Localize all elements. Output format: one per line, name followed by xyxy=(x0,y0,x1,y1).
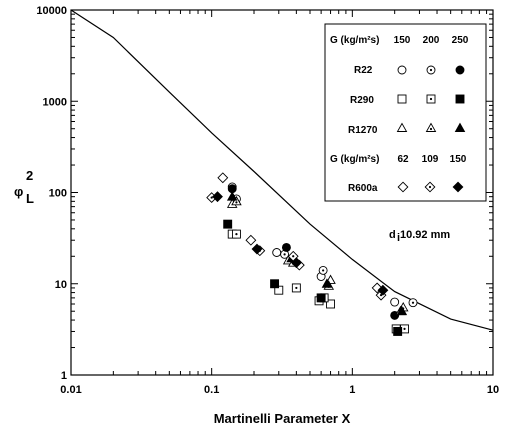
legend: G (kg/m²s) 150 200 250 R22 R290 R1270 G … xyxy=(324,23,487,202)
legend-row-r1270: R1270 xyxy=(348,125,378,136)
legend-header2-label: G (kg/m²s) xyxy=(330,154,379,165)
legend-marker-r600a-diamond xyxy=(397,181,409,193)
legend-box xyxy=(324,23,487,202)
legend-header2-value-1: 62 xyxy=(397,154,409,165)
legend-header1-value-1: 150 xyxy=(394,35,411,46)
data-point-r1270-triangle-dot xyxy=(231,195,242,206)
legend-row-r22: R22 xyxy=(354,65,373,76)
legend-marker-r600a-diamond-filled xyxy=(452,181,464,193)
annotation-d: d xyxy=(389,229,396,241)
legend-marker-r22-circle xyxy=(397,65,407,75)
x-tick-label: 0.1 xyxy=(204,384,219,396)
legend-marker-r1270-triangle xyxy=(396,122,408,132)
legend-header1-value-2: 200 xyxy=(423,35,440,46)
data-point-r1270-triangle-filled xyxy=(396,305,408,316)
y-axis-label: φ 2 L xyxy=(14,168,34,206)
legend-marker-r1270-triangle-dot xyxy=(425,122,437,132)
data-point-r290-square-dot xyxy=(231,229,241,239)
annotation-rest: 10.92 mm xyxy=(400,229,450,241)
data-point-r22-circle-filled xyxy=(281,242,291,252)
y-tick-label: 100 xyxy=(49,188,67,200)
data-point-r290-square-filled xyxy=(270,279,280,289)
data-point-r22-circle-dot xyxy=(318,265,328,275)
points-layer xyxy=(206,172,418,336)
data-point-r600a-diamond-filled xyxy=(251,243,263,255)
curve-layer xyxy=(70,9,494,331)
x-tick-label: 1 xyxy=(349,384,355,396)
legend-header1-value-3: 250 xyxy=(452,35,469,46)
legend-marker-r600a-diamond-dot xyxy=(424,181,436,193)
y-axis-label-sup: 2 xyxy=(26,168,33,183)
data-point-r22-circle xyxy=(272,248,282,257)
data-point-r290-square-filled xyxy=(393,327,403,336)
diameter-annotation: d i 10.92 mm xyxy=(389,229,450,244)
legend-marker-r290-square-dot xyxy=(426,94,436,104)
annotation-sub: i xyxy=(397,232,400,244)
ticks-layer: 0.01 0.1 1 10 1 10 100 1000 10000 xyxy=(36,5,499,396)
y-axis-label-main: φ xyxy=(14,184,23,199)
data-point-r600a-diamond-filled xyxy=(212,191,223,203)
y-tick-label: 1000 xyxy=(43,96,67,108)
legend-markers xyxy=(396,65,466,193)
legend-marker-r1270-triangle-filled xyxy=(454,122,466,132)
legend-row-r600a: R600a xyxy=(348,183,378,194)
data-point-r22-circle-dot xyxy=(408,298,418,308)
legend-row-r290: R290 xyxy=(350,95,374,106)
data-point-r600a-diamond-filled xyxy=(290,257,302,269)
y-tick-label: 1 xyxy=(61,370,67,382)
legend-header2-value-2: 109 xyxy=(422,154,439,165)
legend-marker-r290-square-filled xyxy=(455,94,465,104)
correlation-curve xyxy=(70,9,494,331)
legend-header1-label: G (kg/m²s) xyxy=(330,35,379,46)
legend-marker-r22-circle-dot xyxy=(426,65,436,75)
legend-marker-r290-square xyxy=(397,94,407,104)
y-axis-label-sub: L xyxy=(26,191,34,206)
data-point-r600a-diamond xyxy=(245,234,257,246)
data-point-r600a-diamond-filled xyxy=(377,284,389,296)
x-axis-label: Martinelli Parameter X xyxy=(214,411,351,426)
data-point-r1270-triangle-filled xyxy=(226,191,238,201)
data-point-r290-square-filled xyxy=(316,293,326,303)
legend-marker-r22-circle-filled xyxy=(455,65,465,75)
y-tick-label: 10 xyxy=(55,279,67,291)
data-point-r290-square-dot xyxy=(291,283,301,293)
data-point-r22-circle xyxy=(390,297,400,307)
data-point-r290-square xyxy=(326,299,335,309)
x-tick-label: 10 xyxy=(487,384,499,396)
data-point-r600a-diamond xyxy=(217,172,229,184)
data-point-r290-square-filled xyxy=(223,219,233,229)
y-tick-label: 10000 xyxy=(36,5,67,17)
data-point-r1270-triangle-filled xyxy=(321,278,333,288)
x-tick-label: 0.01 xyxy=(60,384,81,396)
legend-header2-value-3: 150 xyxy=(450,154,467,165)
